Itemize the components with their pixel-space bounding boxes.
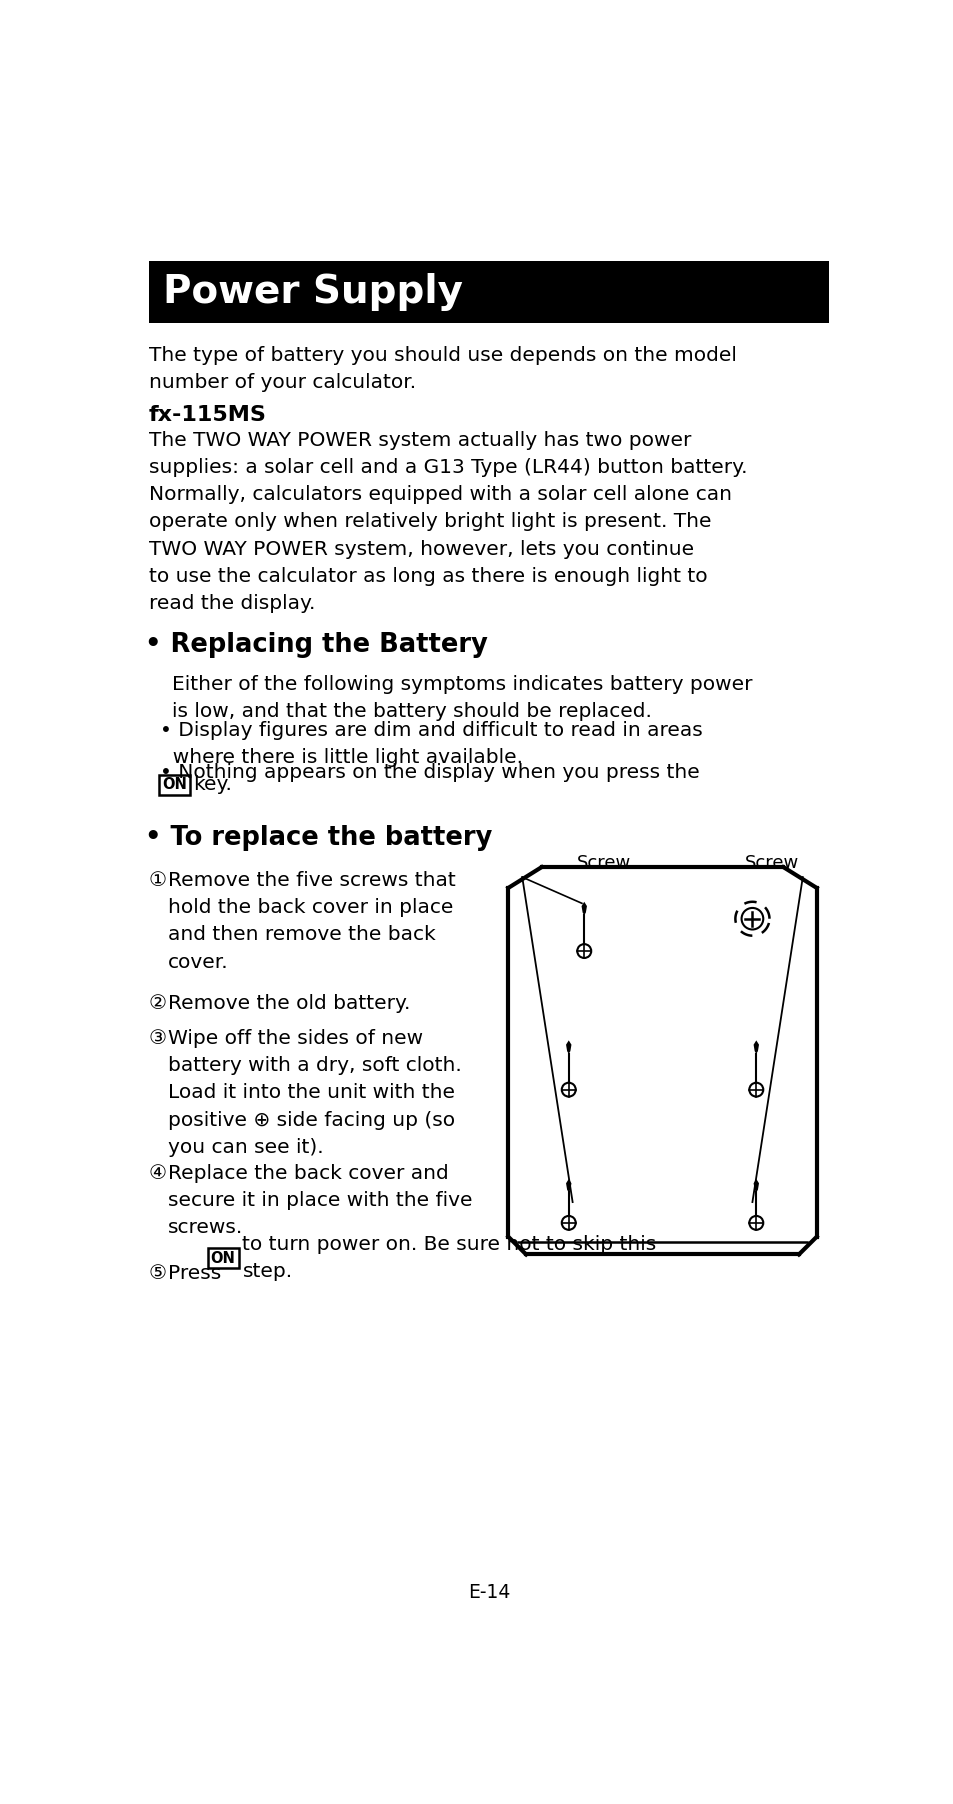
Text: • Replacing the Battery: • Replacing the Battery [145,631,487,658]
Polygon shape [753,1180,759,1192]
FancyBboxPatch shape [208,1248,238,1268]
FancyBboxPatch shape [149,262,828,323]
Text: ⑤: ⑤ [149,1263,167,1283]
Polygon shape [753,1041,759,1054]
Text: Remove the five screws that
hold the back cover in place
and then remove the bac: Remove the five screws that hold the bac… [168,871,456,972]
Text: Wipe off the sides of new
battery with a dry, soft cloth.
Load it into the unit : Wipe off the sides of new battery with a… [168,1028,461,1156]
Text: The TWO WAY POWER system actually has two power
supplies: a solar cell and a G13: The TWO WAY POWER system actually has tw… [149,431,746,613]
Text: ④: ④ [149,1164,167,1183]
Text: Remove the old battery.: Remove the old battery. [168,994,410,1014]
Text: ①: ① [149,871,167,889]
Text: E-14: E-14 [467,1584,510,1602]
Text: The type of battery you should use depends on the model
number of your calculato: The type of battery you should use depen… [149,346,736,391]
Polygon shape [581,902,586,915]
Polygon shape [565,1041,571,1054]
Text: fx-115MS: fx-115MS [149,406,266,426]
Text: key.: key. [193,776,232,794]
Text: Screw: Screw [576,853,630,871]
FancyBboxPatch shape [158,774,190,796]
Text: Either of the following symptoms indicates battery power
is low, and that the ba: Either of the following symptoms indicat… [172,675,752,722]
Text: • Nothing appears on the display when you press the: • Nothing appears on the display when yo… [159,763,699,783]
Text: ③: ③ [149,1028,167,1048]
Text: Power Supply: Power Supply [162,272,462,310]
Text: • To replace the battery: • To replace the battery [145,824,492,851]
Text: ②: ② [149,994,167,1014]
Text: Replace the back cover and
secure it in place with the five
screws.: Replace the back cover and secure it in … [168,1164,472,1238]
Text: to turn power on. Be sure not to skip this
step.: to turn power on. Be sure not to skip th… [242,1236,656,1281]
Polygon shape [565,1180,571,1192]
Text: • Display figures are dim and difficult to read in areas
  where there is little: • Display figures are dim and difficult … [159,722,701,767]
Text: Screw: Screw [744,853,798,871]
Text: ON: ON [211,1250,235,1266]
Text: Press: Press [168,1263,221,1283]
Text: ON: ON [162,778,187,792]
